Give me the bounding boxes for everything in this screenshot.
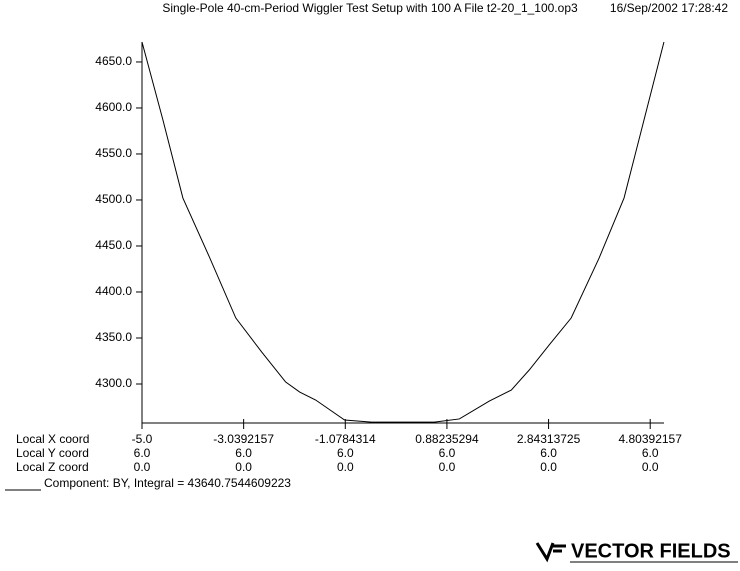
local-y-value: 6.0: [235, 446, 252, 460]
logo: VECTOR FIELDS: [535, 540, 738, 563]
logo-text: VECTOR FIELDS: [571, 540, 731, 562]
component-label: Component: BY, Integral = 43640.75446092…: [44, 476, 291, 490]
x-tick-label: 0.88235294: [415, 432, 479, 446]
chart-title: Single-Pole 40-cm-Period Wiggler Test Se…: [162, 1, 578, 15]
y-tick-label: 4550.0: [95, 146, 132, 160]
y-tick-label: 4450.0: [95, 238, 132, 252]
y-tick-label: 4300.0: [95, 376, 132, 390]
y-tick-label: 4650.0: [95, 54, 132, 68]
local-z-value: 0.0: [439, 460, 456, 474]
local-y-value: 6.0: [337, 446, 354, 460]
local-y-value: 6.0: [134, 446, 151, 460]
y-tick-label: 4600.0: [95, 100, 132, 114]
local-z-value: 0.0: [134, 460, 151, 474]
line-series: [141, 41, 665, 423]
local-z-value: 0.0: [642, 460, 659, 474]
y-tick-label: 4350.0: [95, 330, 132, 344]
x-tick-label: -1.0784314: [315, 432, 376, 446]
row-label: Local X coord: [16, 432, 89, 446]
logo-mark: [535, 542, 566, 563]
y-tick-label: 4400.0: [95, 284, 132, 298]
local-y-value: 6.0: [642, 446, 659, 460]
row-label: Local Z coord: [16, 460, 89, 474]
row-label: Local Y coord: [16, 446, 89, 460]
local-z-value: 0.0: [540, 460, 557, 474]
x-tick-label: -3.0392157: [213, 432, 274, 446]
local-y-value: 6.0: [540, 446, 557, 460]
local-z-value: 0.0: [235, 460, 252, 474]
x-tick-label: -5.0: [132, 432, 153, 446]
local-z-value: 0.0: [337, 460, 354, 474]
x-tick-label: 4.80392157: [619, 432, 683, 446]
date: 16/Sep/2002 17:28:42: [610, 1, 728, 15]
x-tick-label: 2.84313725: [517, 432, 581, 446]
local-y-value: 6.0: [439, 446, 456, 460]
y-tick-label: 4500.0: [95, 192, 132, 206]
